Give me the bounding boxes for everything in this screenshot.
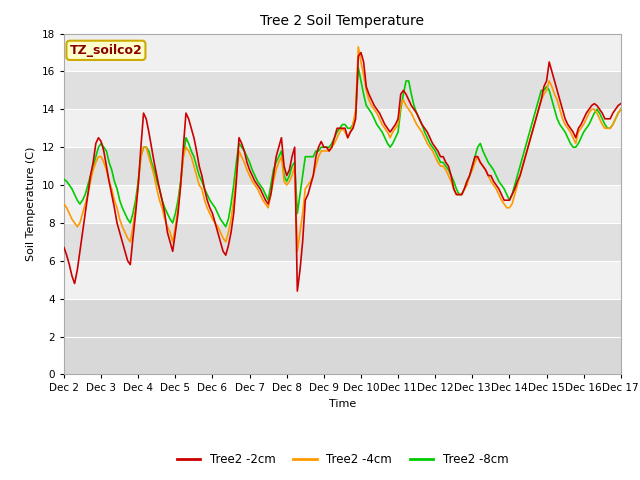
- Bar: [64, 223, 621, 261]
- Tree2 -2cm: [76, 249, 84, 254]
- Line: Tree2 -4cm: Tree2 -4cm: [64, 47, 621, 252]
- Tree2 -8cm: [450, 179, 458, 184]
- Title: Tree 2 Soil Temperature: Tree 2 Soil Temperature: [260, 14, 424, 28]
- Tree2 -8cm: [307, 154, 314, 159]
- Tree2 -2cm: [450, 186, 458, 192]
- Tree2 -8cm: [60, 177, 68, 182]
- Tree2 -4cm: [294, 249, 301, 254]
- Line: Tree2 -8cm: Tree2 -8cm: [64, 68, 621, 227]
- Y-axis label: Soil Temperature (C): Soil Temperature (C): [26, 147, 36, 261]
- Tree2 -8cm: [227, 201, 235, 207]
- Tree2 -2cm: [569, 129, 577, 135]
- Tree2 -8cm: [617, 107, 625, 112]
- Tree2 -8cm: [76, 201, 84, 207]
- Bar: [64, 299, 621, 336]
- Tree2 -4cm: [450, 186, 458, 192]
- Bar: [64, 185, 621, 223]
- Tree2 -4cm: [307, 179, 314, 184]
- Tree2 -4cm: [76, 220, 84, 226]
- Tree2 -2cm: [294, 288, 301, 294]
- Legend: Tree2 -2cm, Tree2 -4cm, Tree2 -8cm: Tree2 -2cm, Tree2 -4cm, Tree2 -8cm: [172, 448, 513, 471]
- Bar: [64, 147, 621, 185]
- Bar: [64, 109, 621, 147]
- Tree2 -8cm: [278, 148, 285, 154]
- Tree2 -2cm: [357, 49, 365, 55]
- Tree2 -2cm: [60, 245, 68, 251]
- Bar: [64, 72, 621, 109]
- Tree2 -4cm: [275, 159, 283, 165]
- Bar: [64, 336, 621, 374]
- Bar: [64, 261, 621, 299]
- X-axis label: Time: Time: [329, 399, 356, 409]
- Tree2 -8cm: [569, 144, 577, 150]
- Tree2 -4cm: [617, 107, 625, 112]
- Bar: [64, 34, 621, 72]
- Tree2 -2cm: [225, 243, 232, 249]
- Tree2 -2cm: [275, 144, 283, 150]
- Text: TZ_soilco2: TZ_soilco2: [70, 44, 142, 57]
- Tree2 -4cm: [60, 201, 68, 207]
- Tree2 -2cm: [617, 101, 625, 107]
- Tree2 -4cm: [225, 229, 232, 235]
- Tree2 -8cm: [355, 65, 362, 71]
- Line: Tree2 -2cm: Tree2 -2cm: [64, 52, 621, 291]
- Tree2 -2cm: [307, 182, 314, 188]
- Tree2 -4cm: [569, 135, 577, 141]
- Tree2 -4cm: [355, 44, 362, 50]
- Tree2 -8cm: [222, 224, 230, 229]
